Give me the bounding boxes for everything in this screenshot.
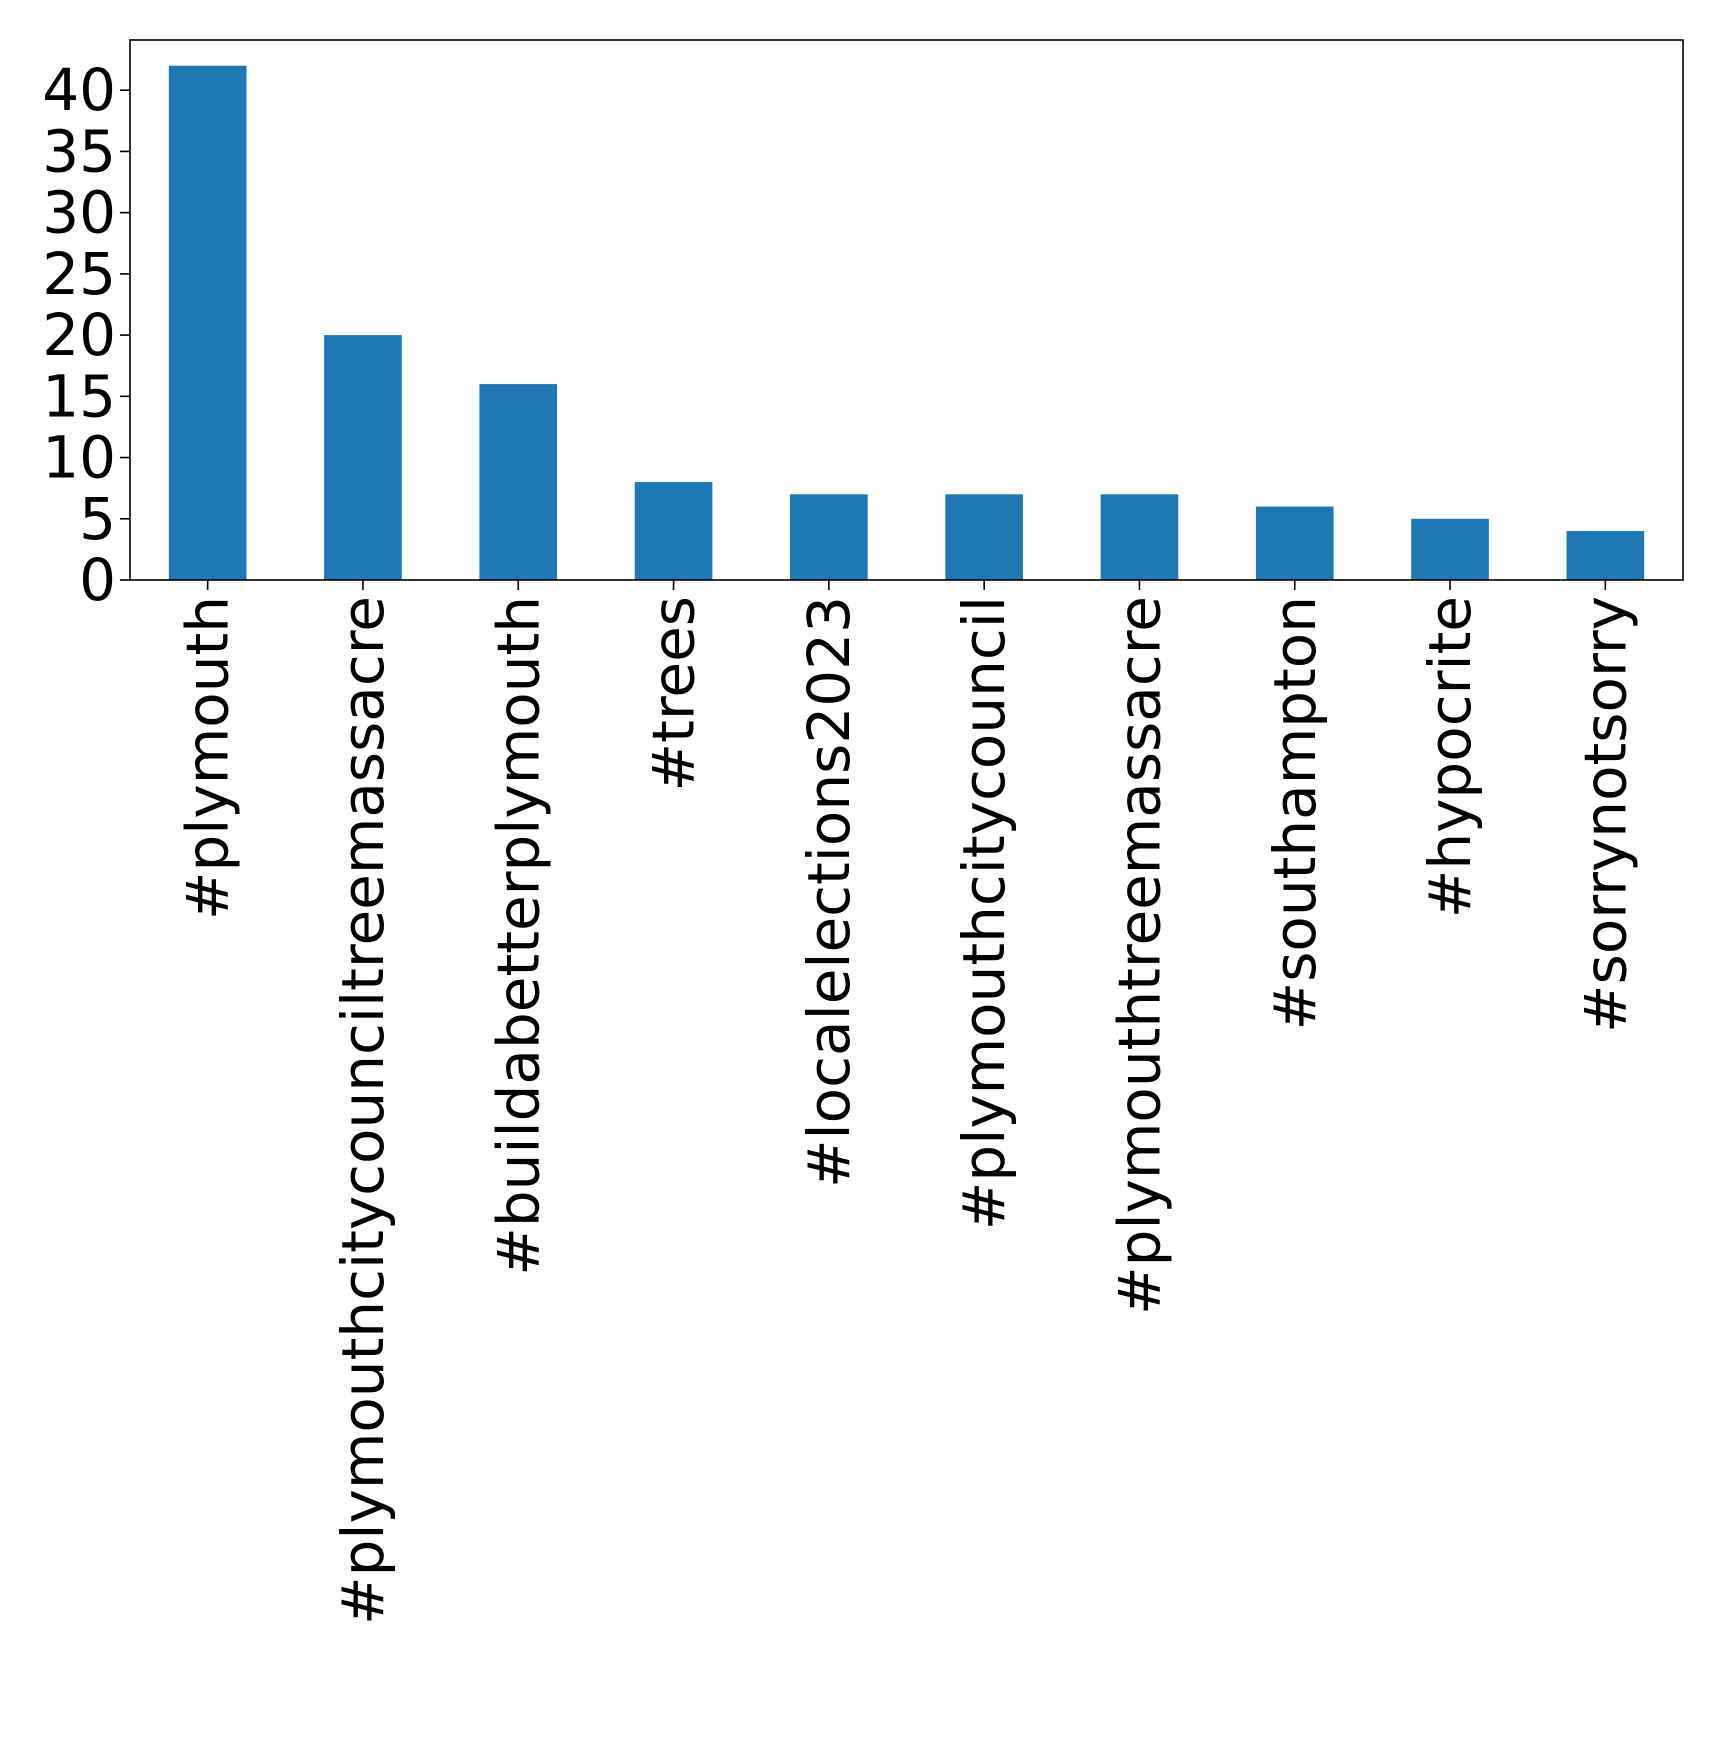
- y-tick-label-2: 10: [42, 424, 116, 492]
- y-tick-label-8: 40: [42, 56, 116, 124]
- bar-3: [634, 482, 713, 580]
- x-axis: #plymouth #plymouthcitycounciltreemassacr…: [174, 580, 1639, 1625]
- y-tick-label-5: 25: [42, 240, 116, 308]
- bar-8: [1411, 518, 1489, 580]
- y-tick-label-7: 35: [42, 117, 116, 185]
- x-tick-label-5: #plymouthcitycouncil: [950, 596, 1018, 1230]
- x-tick-label-0: #plymouth: [174, 596, 242, 920]
- bar-6: [1100, 494, 1179, 580]
- x-tick-label-1: #plymouthcitycounciltreemassacre: [329, 596, 397, 1625]
- y-tick-label-0: 0: [79, 546, 116, 614]
- bar-5: [945, 494, 1023, 580]
- x-tick-label-3: #trees: [640, 596, 708, 792]
- bar-4: [790, 494, 868, 580]
- bars-group: [168, 65, 1645, 580]
- plot-frame: [129, 39, 1684, 581]
- x-tick-label-2: #buildabetterplymouth: [484, 596, 552, 1276]
- x-tick-label-6: #plymouthtreemassacre: [1105, 596, 1173, 1315]
- bar-7: [1255, 506, 1334, 580]
- bar-9: [1566, 531, 1645, 580]
- y-tick-label-6: 30: [42, 179, 116, 247]
- x-tick-label-8: #hypocrite: [1416, 596, 1484, 918]
- y-tick-label-3: 15: [42, 362, 116, 430]
- x-tick-label-4: #localelections2023: [795, 596, 863, 1188]
- x-tick-label-7: #southampton: [1261, 596, 1329, 1030]
- bar-1: [324, 335, 402, 580]
- bar-2: [479, 384, 558, 580]
- y-tick-label-4: 20: [42, 301, 116, 369]
- x-tick-label-9: #sorrynotsorry: [1571, 596, 1639, 1033]
- bar-0: [168, 65, 247, 580]
- y-tick-label-1: 5: [79, 485, 116, 553]
